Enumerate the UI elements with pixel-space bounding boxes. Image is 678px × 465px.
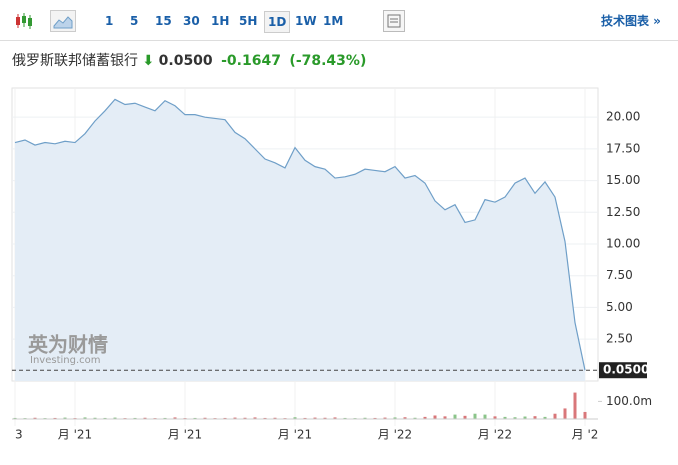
change: -0.1647 <box>221 53 281 69</box>
interval-button[interactable]: 5 <box>130 14 139 28</box>
volume-bar <box>53 417 57 419</box>
candle-icon[interactable] <box>14 12 34 30</box>
y-tick-label: 15.00 <box>606 173 640 187</box>
volume-bar <box>503 416 507 419</box>
change-pct: (-78.43%) <box>289 53 367 69</box>
y-tick-label: 17.50 <box>606 141 640 155</box>
volume-bar <box>443 416 447 419</box>
y-tick-label: 10.00 <box>606 237 640 251</box>
volume-bar <box>453 414 457 419</box>
volume-bar <box>83 417 87 419</box>
volume-bar <box>533 416 537 419</box>
volume-bar <box>163 417 167 419</box>
volume-bar <box>93 417 97 419</box>
interval-button[interactable]: 15 <box>155 14 172 28</box>
volume-bar <box>433 415 437 419</box>
volume-bar <box>173 417 177 419</box>
volume-bar <box>523 416 527 419</box>
y-tick-label: 5.00 <box>606 300 633 314</box>
quote-header: 俄罗斯联邦储蓄银行 ⬇ 0.0500 -0.1647 (-78.43%) <box>12 50 366 70</box>
volume-bar <box>313 417 317 419</box>
volume-bar <box>63 417 67 419</box>
volume-bar <box>493 416 497 419</box>
volume-bar <box>243 417 247 419</box>
volume-bar <box>13 417 17 419</box>
interval-button[interactable]: 5H <box>239 14 258 28</box>
volume-bar <box>263 417 267 419</box>
down-arrow: ⬇ <box>142 53 155 69</box>
volume-bar <box>143 417 147 419</box>
x-tick-label: 月 '2 <box>572 428 599 442</box>
volume-bar <box>233 417 237 419</box>
volume-tick-label: 100.0m <box>606 394 652 408</box>
volume-bar <box>223 417 227 419</box>
volume-bar <box>403 417 407 419</box>
watermark-brand: 英为财情 <box>28 333 108 357</box>
volume-bar <box>513 417 517 419</box>
volume-bar <box>363 417 367 419</box>
volume-bar <box>543 416 547 419</box>
volume-bar <box>483 414 487 419</box>
interval-button[interactable]: 30 <box>183 14 200 28</box>
x-tick-label: 月 '22 <box>478 428 512 442</box>
volume-bar <box>573 392 577 419</box>
y-tick-label: 12.50 <box>606 205 640 219</box>
volume-bar <box>203 417 207 419</box>
price: 0.0500 <box>158 53 213 69</box>
interval-button[interactable]: 1 <box>105 14 114 28</box>
x-tick-label: 3 <box>15 428 23 442</box>
y-tick-label: 2.50 <box>606 332 633 346</box>
x-tick-label: 月 '21 <box>58 428 92 442</box>
volume-bar <box>193 417 197 419</box>
interval-button[interactable]: 1M <box>323 14 344 28</box>
y-tick-label: 20.00 <box>606 110 640 124</box>
volume-bar <box>33 417 37 419</box>
volume-bar <box>423 416 427 419</box>
interval-button[interactable]: 1H <box>211 14 230 28</box>
price-line <box>14 98 586 371</box>
volume-bar <box>393 417 397 419</box>
interval-button[interactable]: 1W <box>295 14 317 28</box>
volume-bar <box>563 408 567 419</box>
volume-bar <box>273 417 277 419</box>
volume-bar <box>463 415 467 419</box>
x-tick-label: 月 '22 <box>378 428 412 442</box>
volume-bar <box>473 413 477 419</box>
settings-icon[interactable] <box>383 10 405 32</box>
tech-chart-link[interactable]: 技术图表 » <box>601 14 661 28</box>
volume-bar <box>413 417 417 419</box>
volume-bar <box>343 417 347 419</box>
volume-bar <box>113 417 117 419</box>
volume-bar <box>553 413 557 419</box>
interval-button[interactable]: 1D <box>264 11 291 33</box>
volume-bar <box>103 417 107 419</box>
volume-bar <box>253 417 257 419</box>
volume-bar <box>293 417 297 419</box>
x-tick-label: 月 '21 <box>168 428 202 442</box>
volume-bar <box>133 417 137 419</box>
chart: 2.50 5.00 7.50 10.00 12.50 15.00 17.50 20.00 3 月 … <box>11 87 652 442</box>
area-icon[interactable] <box>50 10 76 32</box>
current-price-box <box>599 362 647 379</box>
volume-bar <box>583 411 587 419</box>
current-price-label: 0.0500 <box>603 363 649 377</box>
volume-bar <box>303 417 307 419</box>
x-tick-label: 月 '21 <box>278 428 312 442</box>
area-fill <box>15 99 585 381</box>
volume-bar <box>373 417 377 419</box>
volume-bar <box>383 417 387 419</box>
y-tick-label: 7.50 <box>606 268 633 282</box>
watermark-site: Investing.com <box>30 355 101 366</box>
volume-bar <box>323 417 327 419</box>
toolbar: 1 5 15 30 1H 5H 1D 1W 1M 技术图表 » <box>0 0 678 41</box>
instrument-name: 俄罗斯联邦储蓄银行 <box>12 53 138 69</box>
volume-bar <box>333 417 337 419</box>
